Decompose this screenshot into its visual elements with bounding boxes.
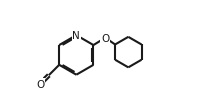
Text: O: O (101, 33, 109, 43)
Text: N: N (72, 31, 80, 41)
Text: O: O (36, 79, 44, 89)
